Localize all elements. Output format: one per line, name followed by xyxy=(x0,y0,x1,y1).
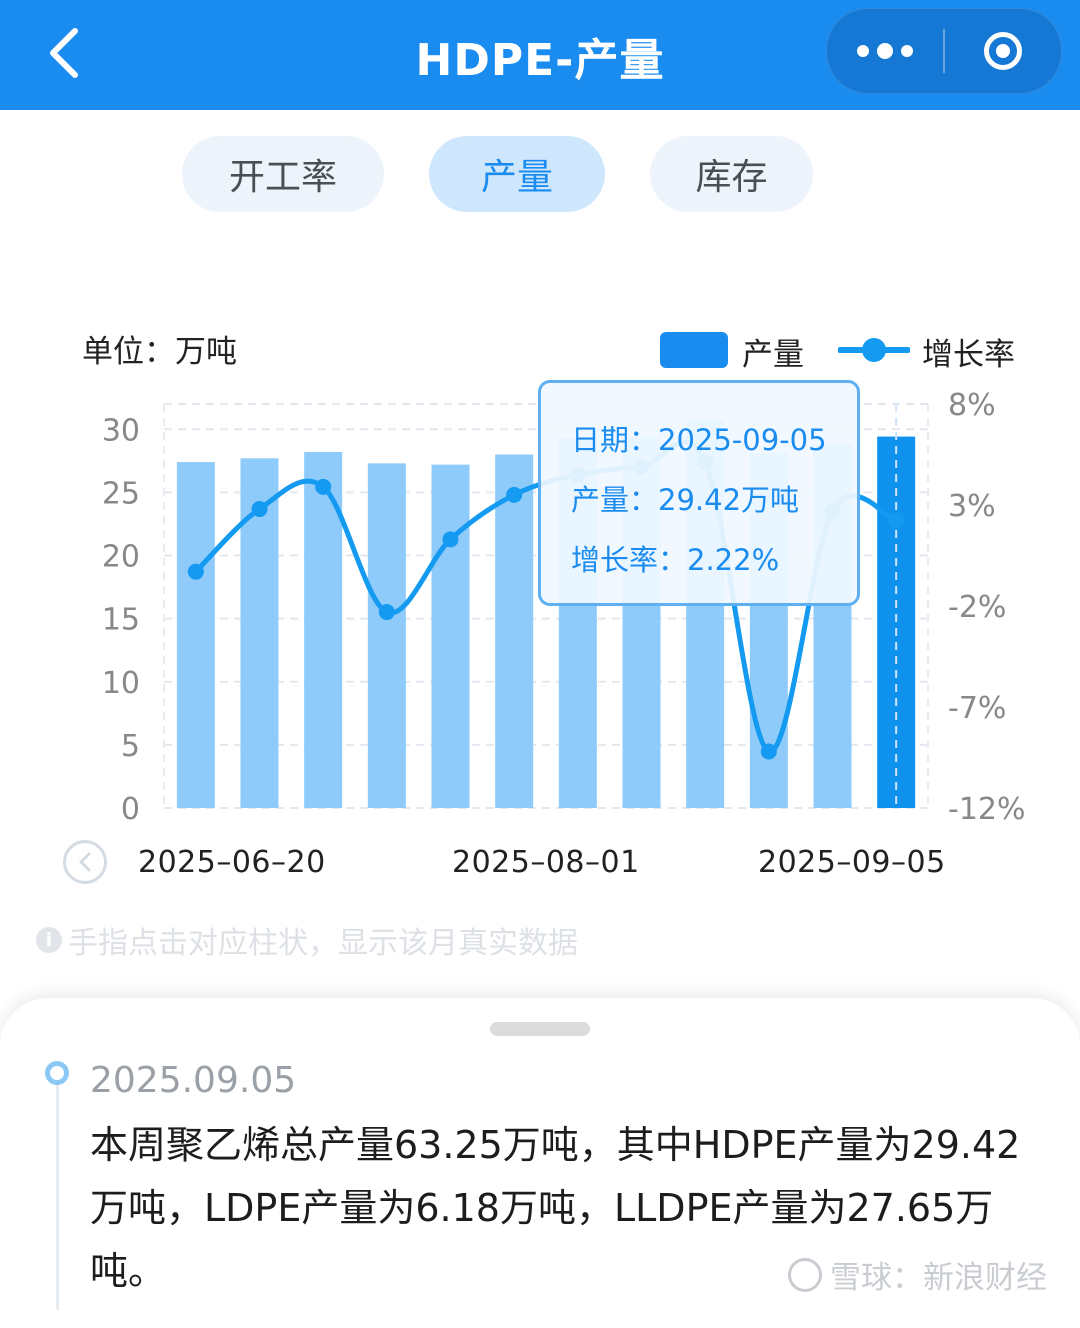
growth-point xyxy=(760,743,777,760)
tooltip-output: 产量：29.42万吨 xyxy=(571,483,800,517)
y-right-tick-label: 3% xyxy=(948,489,996,524)
back-button[interactable] xyxy=(30,18,100,88)
legend-line-swatch[interactable] xyxy=(838,332,910,368)
y-left-tick-label: 0 xyxy=(121,792,140,827)
growth-point xyxy=(187,563,204,580)
y-right-tick-label: 8% xyxy=(948,388,996,423)
bar[interactable] xyxy=(304,451,343,808)
y-left-tick-label: 10 xyxy=(102,666,140,701)
unit-label: 单位：万吨 xyxy=(82,334,237,370)
bar[interactable] xyxy=(367,463,406,808)
close-button[interactable] xyxy=(945,9,1061,93)
timeline-dot xyxy=(45,1061,69,1085)
bar[interactable] xyxy=(495,454,534,809)
growth-point xyxy=(888,512,905,529)
timeline-line xyxy=(56,1080,59,1310)
y-right-tick-label: -12% xyxy=(948,792,1026,827)
watermark-text: 雪球：新浪财经 xyxy=(830,1260,1047,1296)
bar[interactable] xyxy=(176,462,215,808)
x-axis-date-label: 2025–08–01 xyxy=(452,845,640,880)
tab-operating-rate[interactable]: 开工率 xyxy=(182,136,384,212)
growth-point xyxy=(442,531,459,548)
growth-point xyxy=(506,486,523,503)
growth-point xyxy=(251,501,268,518)
bar[interactable] xyxy=(431,464,470,808)
y-left-tick-label: 5 xyxy=(121,729,140,764)
y-right-tick-label: -7% xyxy=(948,691,1006,726)
post-date: 2025.09.05 xyxy=(90,1060,297,1101)
tooltip-date: 日期：2025-09-05 xyxy=(571,423,827,457)
legend-bar-swatch[interactable] xyxy=(660,332,728,368)
page-title: HDPE-产量 xyxy=(415,35,665,86)
more-dots-icon xyxy=(853,43,917,59)
chart-hint: i 手指点击对应柱状，显示该月真实数据 xyxy=(36,918,578,962)
y-right-tick-label: -2% xyxy=(948,590,1006,625)
watermark: 雪球：新浪财经 xyxy=(788,1252,1047,1297)
top-bar: HDPE-产量 xyxy=(0,0,1080,110)
legend-line-label: 增长率 xyxy=(922,337,1015,373)
more-button[interactable] xyxy=(827,9,943,93)
y-left-tick-label: 30 xyxy=(102,413,140,448)
post-text: 本周聚乙烯总产量63.25万吨，其中HDPE产量为29.42万吨，LDPE产量为… xyxy=(90,1123,1021,1293)
xueqiu-logo-icon xyxy=(788,1257,822,1292)
mini-program-capsule xyxy=(826,8,1062,94)
capsule-divider xyxy=(943,29,945,73)
growth-point xyxy=(378,604,395,621)
y-left-tick-label: 15 xyxy=(102,603,140,638)
info-icon: i xyxy=(36,927,62,953)
chevron-left-icon xyxy=(79,852,91,872)
x-axis-date-label: 2025–06–20 xyxy=(138,845,326,880)
bottom-sheet xyxy=(0,998,1080,1328)
chart-prev-button[interactable] xyxy=(63,840,107,884)
growth-point xyxy=(315,478,332,495)
tab-inventory[interactable]: 库存 xyxy=(650,136,813,212)
tab-output[interactable]: 产量 xyxy=(429,136,605,212)
sheet-drag-handle[interactable] xyxy=(490,1022,590,1036)
back-chevron-icon xyxy=(50,28,78,78)
y-left-tick-label: 25 xyxy=(102,476,140,511)
tooltip-growth: 增长率：2.22% xyxy=(571,543,780,577)
x-axis-date-label: 2025–09–05 xyxy=(758,845,946,880)
target-circle-icon xyxy=(984,32,1022,70)
y-left-tick-label: 20 xyxy=(102,540,140,575)
chart-hint-text: 手指点击对应柱状，显示该月真实数据 xyxy=(68,926,578,961)
legend-bar-label: 产量 xyxy=(742,337,804,373)
chart-tooltip: 日期：2025-09-05 产量：29.42万吨 增长率：2.22% xyxy=(538,380,860,606)
